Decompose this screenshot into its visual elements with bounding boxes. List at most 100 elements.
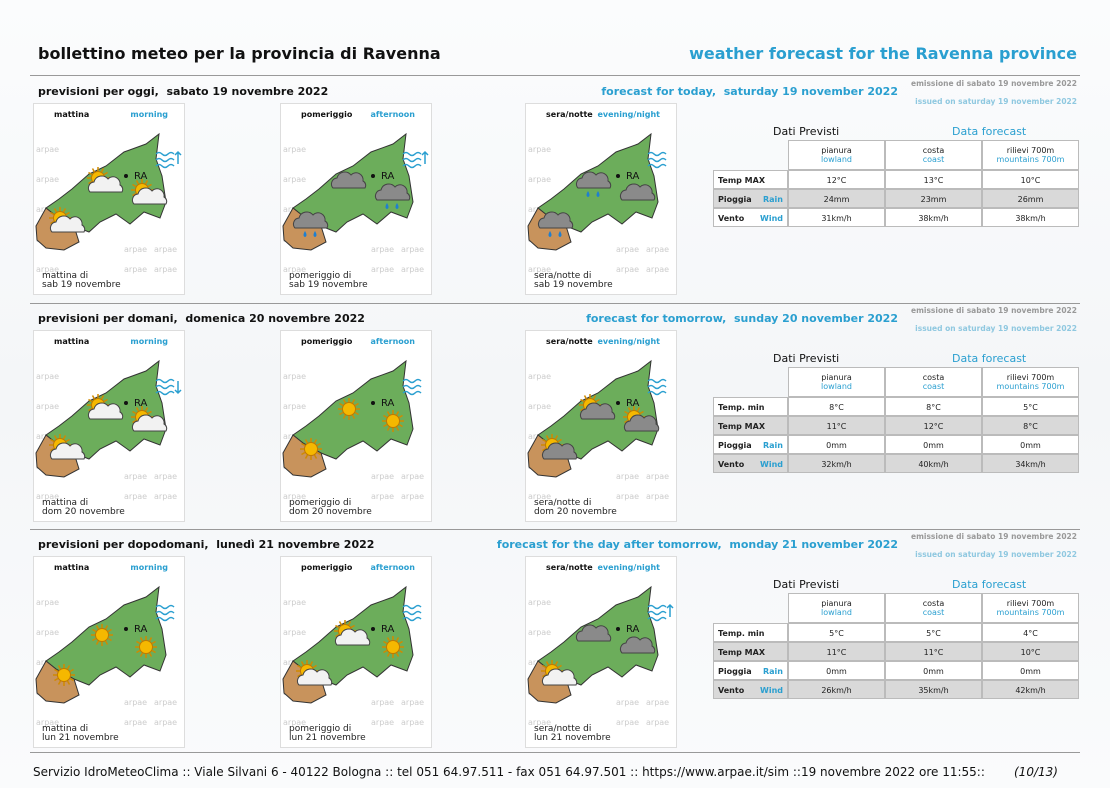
sun-ray: [53, 208, 58, 213]
sun-ray: [144, 406, 149, 411]
sun-ray: [107, 628, 112, 633]
sun: [139, 640, 153, 654]
sun: [386, 640, 400, 654]
sun-ray: [50, 220, 55, 225]
watermark: arpae: [371, 472, 394, 481]
footer-page: (10/13): [1014, 765, 1058, 779]
caption: sera/notte di: [534, 497, 592, 508]
column-label: pianura: [821, 146, 852, 155]
row-label-en: Wind: [760, 686, 783, 695]
row-label: Pioggia Rain: [713, 434, 788, 454]
wave: [647, 378, 667, 383]
sun-ray: [395, 652, 400, 657]
row-label: Temp MAX: [713, 170, 788, 189]
sun-ray: [627, 406, 632, 411]
sun-ray: [580, 398, 585, 402]
column-label: pianura: [821, 599, 852, 608]
sun-ray: [351, 398, 356, 403]
sun-ray: [139, 637, 144, 642]
sun-ray: [386, 652, 391, 657]
sun-ray: [386, 426, 391, 431]
sun-ray: [383, 649, 388, 654]
column-label-en: lowland: [821, 155, 852, 164]
column-header: rilievi 700m mountains 700m: [982, 140, 1079, 170]
row-label: Temp. min: [713, 623, 788, 642]
watermark: arpae: [528, 372, 551, 381]
wave: [647, 604, 667, 610]
watermark: arpae: [36, 372, 59, 381]
sun-ray: [580, 407, 585, 411]
issued: emissione di sabato 19 novembre 2022: [911, 532, 1077, 541]
wave: [647, 390, 667, 395]
watermark: arpae: [283, 718, 306, 727]
watermark: arpae: [371, 698, 394, 707]
watermark: arpae: [528, 265, 551, 274]
row-label-it: Vento: [718, 459, 745, 469]
sun-ray: [554, 434, 559, 439]
watermark: arpae: [616, 265, 639, 274]
wave: [155, 604, 175, 610]
sun-ray: [132, 419, 137, 423]
sun-ray: [147, 410, 152, 414]
watermark: arpae: [283, 402, 306, 411]
table-cell: 40km/h: [885, 453, 982, 473]
rain-drop: [395, 203, 399, 209]
cloud: [87, 402, 124, 419]
title-en: weather forecast for the Ravenna provinc…: [689, 44, 1077, 63]
sun-ray: [297, 664, 302, 669]
sun-ray: [135, 180, 140, 185]
city-label: RA: [626, 624, 640, 635]
period-label-en: evening/night: [597, 563, 660, 572]
column-label: rilievi 700m: [1006, 372, 1055, 382]
watermark: arpae: [371, 492, 394, 501]
city-dot: [371, 627, 375, 631]
sun-ray: [350, 624, 355, 629]
period-label-en: morning: [130, 336, 168, 346]
table-cell: 10°C: [982, 170, 1079, 189]
sun-ray: [383, 423, 388, 427]
sun-ray: [386, 410, 391, 415]
separator: [30, 302, 1080, 304]
map-hills: [282, 433, 327, 478]
sun-ray: [398, 414, 403, 418]
sun-ray: [316, 442, 321, 446]
sun-ray: [304, 454, 309, 459]
watermark: arpae: [154, 265, 177, 274]
watermark: arpae: [154, 718, 177, 727]
city-label: RA: [626, 398, 640, 409]
sun-ray: [136, 640, 141, 645]
cloud: [292, 211, 329, 229]
map: arpaearpaearpaearpaearpaearpaearpaearpae…: [282, 132, 429, 274]
title: bollettino meteo per la provincia di Rav…: [38, 44, 441, 63]
column-label-en: coast: [922, 608, 945, 617]
watermark: arpae: [616, 472, 639, 481]
table-cell: 0mm: [788, 434, 885, 454]
period-label: sera/notte: [546, 563, 593, 572]
sun-ray: [95, 640, 100, 645]
watermark: arpae: [154, 492, 177, 501]
caption: sera/notte di: [534, 724, 592, 734]
sun-ray: [354, 411, 359, 415]
city-dot: [616, 174, 620, 178]
sun-ray: [50, 438, 55, 442]
caption: dom 20 novembre: [289, 506, 372, 517]
cloud: [537, 211, 574, 229]
sun: [342, 401, 356, 416]
sun-ray: [62, 208, 67, 213]
table-cell: 38km/h: [885, 208, 982, 227]
forecast-panel: pomeriggio afternoon arpae arpae arpae arpae a…: [280, 103, 432, 295]
sun-ray: [639, 410, 644, 414]
row-label-en: Wind: [760, 459, 783, 469]
table-cell: 8°C: [982, 415, 1079, 435]
watermark: arpae: [646, 718, 669, 727]
column-label: costa: [922, 599, 945, 608]
watermark: arpae: [401, 492, 424, 501]
row-label-it: Temp MAX: [718, 648, 765, 657]
sea-arrow: [666, 603, 674, 617]
table-cell: 26mm: [982, 189, 1079, 208]
sun-ray: [542, 664, 547, 669]
sun-ray: [104, 640, 109, 645]
forecast-panel: sera/notte evening/night arpae arpae arpae ar…: [525, 103, 677, 295]
row-label: Vento Wind: [713, 208, 788, 227]
watermark: arpae: [528, 175, 551, 184]
